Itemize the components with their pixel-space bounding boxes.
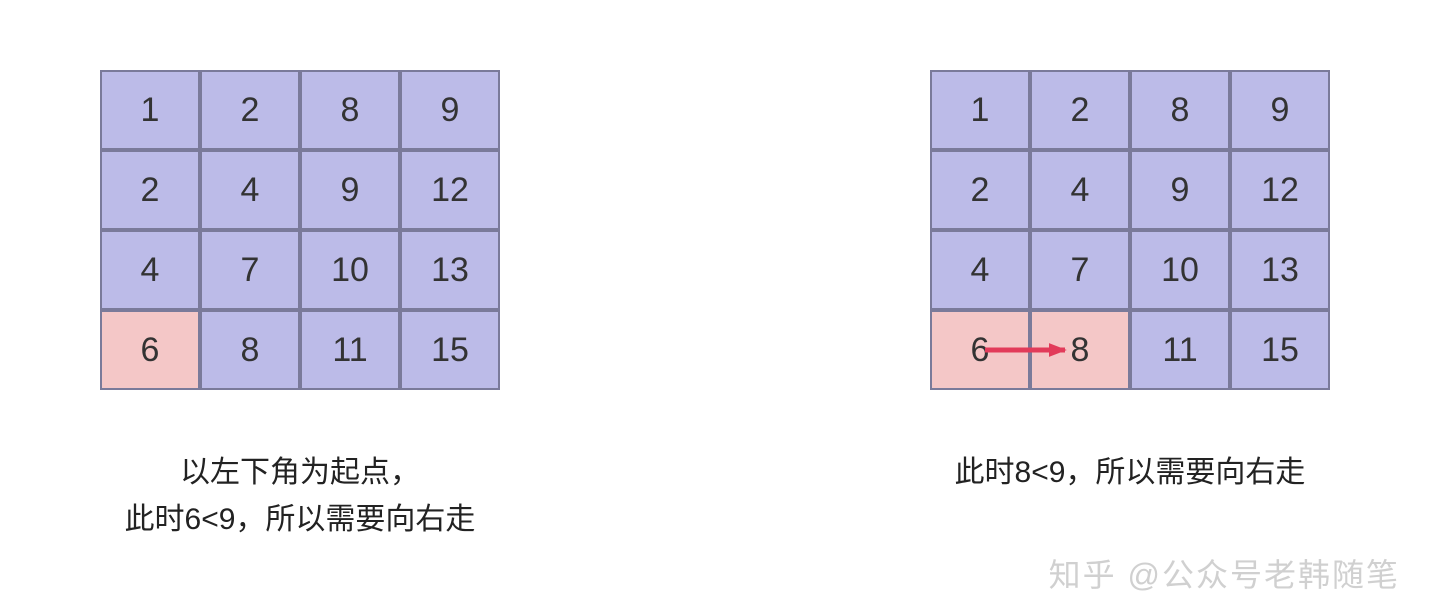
grid-cell: 10 [300, 230, 400, 310]
right-caption: 此时8<9，所以需要向右走 [955, 450, 1306, 497]
grid-cell: 11 [1130, 310, 1230, 390]
left-grid: 128924912471013681115 [100, 70, 500, 390]
grid-cell: 4 [200, 150, 300, 230]
grid-cell: 4 [1030, 150, 1130, 230]
grid-cell: 1 [100, 70, 200, 150]
grid-cell: 6 [930, 310, 1030, 390]
diagram-container: 128924912471013681115 以左下角为起点， 此时6<9，所以需… [0, 0, 1430, 543]
right-panel: 128924912471013681115 此时8<9，所以需要向右走 [930, 70, 1330, 543]
grid-cell: 6 [100, 310, 200, 390]
left-caption: 以左下角为起点， 此时6<9，所以需要向右走 [125, 450, 476, 543]
grid-cell: 8 [200, 310, 300, 390]
grid-cell: 13 [400, 230, 500, 310]
grid-cell: 13 [1230, 230, 1330, 310]
grid-cell: 12 [400, 150, 500, 230]
grid-cell: 8 [1130, 70, 1230, 150]
grid-cell: 11 [300, 310, 400, 390]
grid-cell: 9 [400, 70, 500, 150]
grid-cell: 9 [300, 150, 400, 230]
grid-cell: 12 [1230, 150, 1330, 230]
grid-cell: 2 [100, 150, 200, 230]
grid-cell: 7 [200, 230, 300, 310]
grid-cell: 1 [930, 70, 1030, 150]
grid-cell: 7 [1030, 230, 1130, 310]
grid-cell: 2 [200, 70, 300, 150]
grid-cell: 2 [930, 150, 1030, 230]
grid-cell: 8 [1030, 310, 1130, 390]
watermark-text: 知乎 @公众号老韩随笔 [1049, 550, 1400, 596]
grid-cell: 15 [1230, 310, 1330, 390]
grid-cell: 4 [930, 230, 1030, 310]
grid-cell: 4 [100, 230, 200, 310]
grid-cell: 9 [1230, 70, 1330, 150]
grid-cell: 15 [400, 310, 500, 390]
grid-cell: 10 [1130, 230, 1230, 310]
grid-cell: 2 [1030, 70, 1130, 150]
grid-cell: 8 [300, 70, 400, 150]
left-panel: 128924912471013681115 以左下角为起点， 此时6<9，所以需… [100, 70, 500, 543]
grid-cell: 9 [1130, 150, 1230, 230]
right-grid: 128924912471013681115 [930, 70, 1330, 390]
